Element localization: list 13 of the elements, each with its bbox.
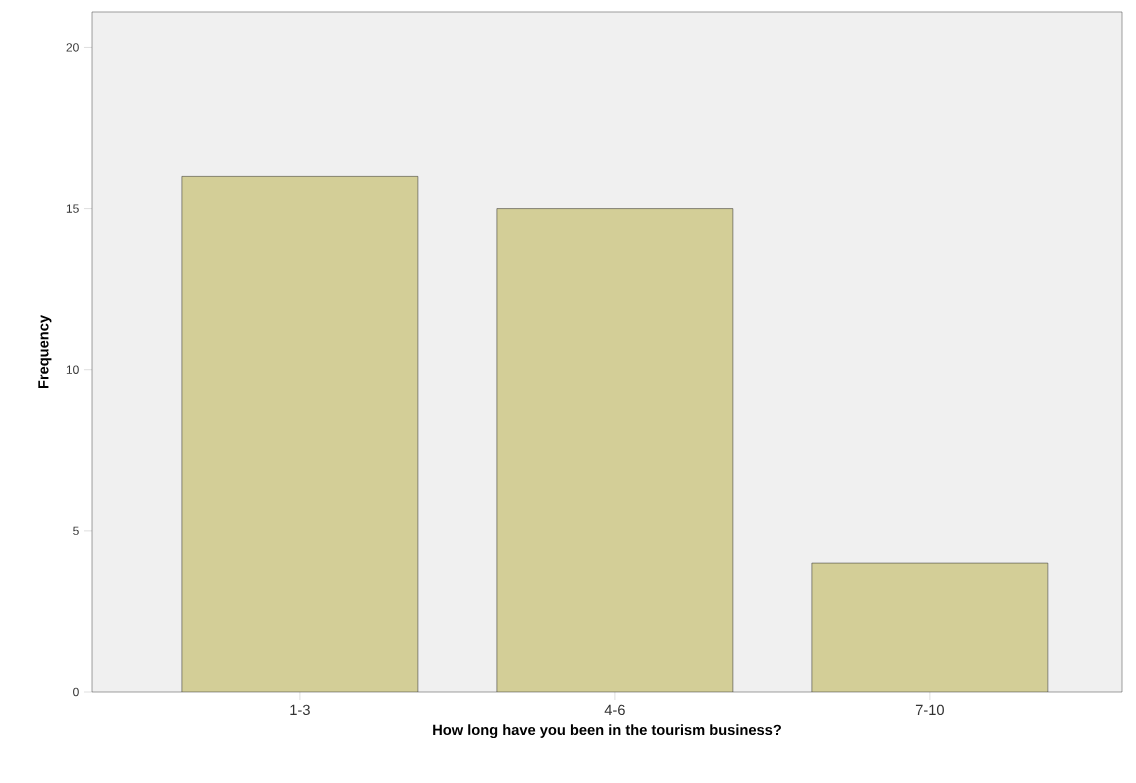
y-tick-label: 0	[73, 687, 79, 697]
bar	[496, 208, 734, 692]
y-tick-label: 20	[66, 43, 79, 52]
y-axis-title: Frequency	[38, 315, 52, 389]
y-tick-label: 10	[66, 365, 79, 374]
x-tick-label: 1-3	[290, 704, 310, 716]
x-tick-label: 4-6	[604, 704, 625, 716]
y-tick-label: 5	[73, 526, 79, 536]
x-axis-title: How long have you been in the tourism business?	[433, 724, 781, 738]
bar	[181, 176, 419, 692]
bar	[811, 562, 1049, 692]
y-tick-label: 15	[66, 204, 79, 213]
x-tick-label: 7-10	[915, 704, 944, 716]
